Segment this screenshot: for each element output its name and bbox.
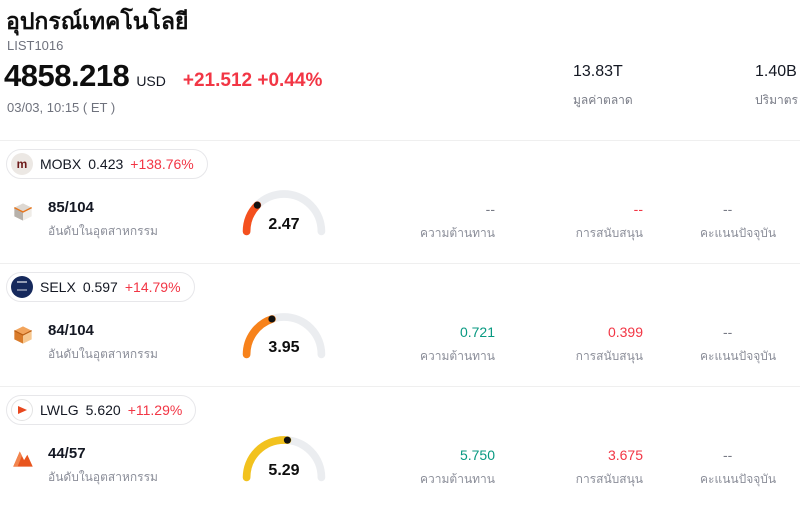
resistance-cell: -- ความต้านทาน: [420, 201, 495, 243]
resistance-cell: 0.721 ความต้านทาน: [420, 324, 495, 366]
current-score-value: --: [723, 324, 733, 340]
support-cell: 0.399 การสนับสนุน: [576, 324, 643, 366]
volume-label: ปริมาตร: [755, 93, 798, 107]
page-title: อุปกรณ์เทคโนโลยี: [6, 8, 189, 34]
ticker-price: 5.620: [85, 402, 121, 418]
industry-rank: 84/104 อันดับในอุตสาหกรรม: [48, 322, 158, 364]
market-cap-label: มูลค่าตลาด: [573, 93, 633, 107]
support-label: การสนับสนุน: [575, 472, 643, 486]
ticker-change: +11.29%: [127, 402, 183, 418]
ticker-price: 0.597: [82, 279, 118, 295]
gauge-value: 2.47: [268, 216, 300, 233]
resistance-cell: 5.750 ความต้านทาน: [420, 447, 495, 489]
resistance-label: ความต้านทาน: [420, 349, 495, 363]
industry-rank-value: 84/104: [48, 322, 94, 339]
lwlg-company-logo-icon: [10, 445, 36, 471]
technical-rating-gauge: 3.95: [240, 306, 328, 366]
support-value: 0.399: [607, 324, 643, 340]
ticker-pill-selx[interactable]: SELX 0.597 +14.79%: [6, 272, 195, 302]
support-label: การสนับสนุน: [575, 226, 643, 240]
current-price: 4858.218: [4, 58, 130, 93]
ticker-change: +138.76%: [130, 156, 194, 172]
market-cap-value: 13.83T: [573, 63, 623, 80]
support-value: --: [633, 201, 643, 217]
gauge-value: 3.95: [268, 339, 300, 356]
resistance-value: 0.721: [459, 324, 495, 340]
current-score-value: --: [723, 447, 733, 463]
ticker-symbol: MOBX: [40, 156, 82, 172]
resistance-value: 5.750: [459, 447, 495, 463]
selx-logo-icon: [11, 276, 33, 298]
resistance-value: --: [485, 201, 495, 217]
stock-row-lwlg[interactable]: LWLG 5.620 +11.29% 44/57 อันดับในอุตสาหก…: [0, 386, 800, 509]
support-label: การสนับสนุน: [575, 349, 643, 363]
resistance-label: ความต้านทาน: [420, 472, 495, 486]
current-score-label: คะแนนปัจจุบัน: [700, 472, 777, 486]
industry-rank-value: 85/104: [48, 199, 94, 216]
quote-timestamp: 03/03, 10:15 ( ET ): [7, 100, 116, 115]
support-value: 3.675: [607, 447, 643, 463]
support-cell: 3.675 การสนับสนุน: [576, 447, 643, 489]
mobx-company-logo-icon: [10, 199, 36, 225]
currency-label: USD: [136, 73, 166, 89]
technical-rating-gauge: 2.47: [240, 183, 328, 243]
ticker-symbol: SELX: [40, 279, 76, 295]
current-score-label: คะแนนปัจจุบัน: [700, 226, 777, 240]
market-cap-stat: 13.83T มูลค่าตลาด: [573, 63, 633, 110]
current-score-cell: -- คะแนนปัจจุบัน: [700, 201, 800, 243]
list-id: LIST1016: [7, 38, 64, 53]
stock-row-mobx[interactable]: m MOBX 0.423 +138.76% 85/104 อันดับในอุต…: [0, 140, 800, 263]
selx-company-logo-icon: [10, 322, 36, 348]
price-change: +21.512 +0.44%: [182, 70, 323, 91]
volume-value: 1.40B: [755, 63, 797, 80]
current-score-cell: -- คะแนนปัจจุบัน: [700, 447, 800, 489]
volume-stat: 1.40B ปริมาตร: [755, 63, 800, 110]
symbol-header: อุปกรณ์เทคโนโลยี LIST1016 4858.218 USD +…: [0, 0, 800, 140]
industry-rank-label: อันดับในอุตสาหกรรม: [48, 470, 158, 484]
resistance-label: ความต้านทาน: [420, 226, 495, 240]
industry-rank-label: อันดับในอุตสาหกรรม: [48, 224, 158, 238]
ticker-change: +14.79%: [124, 279, 181, 295]
gauge-value: 5.29: [268, 462, 300, 479]
price-line: 4858.218 USD +21.512 +0.44%: [4, 58, 322, 94]
ticker-pill-lwlg[interactable]: LWLG 5.620 +11.29%: [6, 395, 197, 425]
industry-rank-value: 44/57: [48, 445, 86, 462]
current-score-cell: -- คะแนนปัจจุบัน: [700, 324, 800, 366]
current-score-value: --: [723, 201, 733, 217]
mobx-logo-icon: m: [11, 153, 33, 175]
support-cell: -- การสนับสนุน: [576, 201, 643, 243]
ticker-symbol: LWLG: [40, 402, 79, 418]
stock-row-selx[interactable]: SELX 0.597 +14.79% 84/104 อันดับในอุตสาห…: [0, 263, 800, 386]
industry-rank-label: อันดับในอุตสาหกรรม: [48, 347, 158, 361]
technical-rating-gauge: 5.29: [240, 429, 328, 489]
ticker-pill-mobx[interactable]: m MOBX 0.423 +138.76%: [6, 149, 208, 179]
industry-rank: 44/57 อันดับในอุตสาหกรรม: [48, 445, 158, 487]
current-score-label: คะแนนปัจจุบัน: [700, 349, 777, 363]
lwlg-logo-icon: [11, 399, 33, 421]
industry-rank: 85/104 อันดับในอุตสาหกรรม: [48, 199, 158, 241]
ticker-price: 0.423: [88, 156, 124, 172]
